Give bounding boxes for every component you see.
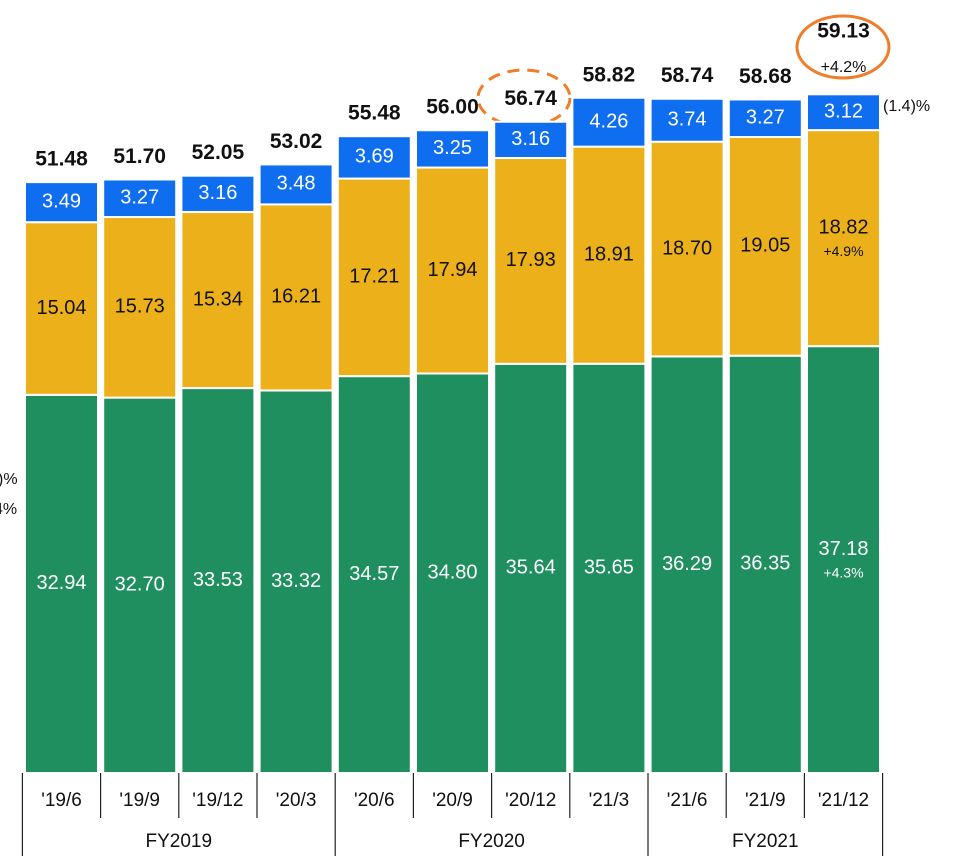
bar-segment <box>806 93 881 132</box>
total-label: 58.82 <box>583 63 636 86</box>
value-label: 36.29 <box>662 553 712 575</box>
value-label: 16.21 <box>271 286 321 308</box>
annotation: +4.2% <box>821 59 867 76</box>
value-label: 17.93 <box>506 249 556 271</box>
value-label: 34.80 <box>427 562 477 584</box>
value-label: 18.91 <box>584 243 634 265</box>
value-label: 15.34 <box>193 288 243 310</box>
highlight-circle-dashed <box>476 68 572 128</box>
x-tick-label: '20/12 <box>505 790 556 811</box>
group-label: FY2019 <box>146 831 213 852</box>
annotation: )% <box>0 471 18 488</box>
x-tick-label: '21/3 <box>589 790 630 811</box>
value-label: 18.70 <box>662 237 712 259</box>
value-label: 4.26 <box>589 110 628 132</box>
bar-segment <box>180 387 256 774</box>
bar-segment <box>258 203 334 392</box>
value-label: 15.04 <box>36 297 86 319</box>
value-label: 18.82 <box>818 216 868 238</box>
bar-segment <box>415 166 490 375</box>
bar-segment <box>806 129 881 348</box>
value-label: 3.16 <box>198 182 237 204</box>
bar-segment <box>24 221 99 396</box>
value-label: 32.70 <box>115 574 165 596</box>
bar-segment <box>727 136 803 357</box>
x-tick-label: '19/9 <box>119 790 160 811</box>
total-label: 51.48 <box>35 148 88 171</box>
bar-segment <box>649 140 725 358</box>
value-label: 3.25 <box>433 137 472 159</box>
bar-segment <box>180 210 256 390</box>
bar-segment <box>571 96 647 148</box>
bar-segment <box>571 362 647 774</box>
bar-segment <box>649 97 725 143</box>
bar-segment <box>24 181 99 224</box>
value-label: 37.18 <box>818 538 868 560</box>
bar-segment <box>571 145 647 365</box>
value-label: 33.32 <box>271 570 321 592</box>
x-tick-label: '21/12 <box>818 790 869 811</box>
bar-segment <box>493 157 569 365</box>
annotation: (1.4)% <box>883 98 930 115</box>
x-tick-label: '19/6 <box>41 790 82 811</box>
group-label: FY2021 <box>732 831 799 852</box>
x-tick-label: '21/9 <box>745 790 786 811</box>
bar-segment <box>493 120 569 160</box>
total-label: 56.74 <box>504 87 557 110</box>
bar-segment <box>806 345 881 774</box>
total-label: 51.70 <box>113 145 166 168</box>
group-label: FY2020 <box>458 831 525 852</box>
value-label: 3.69 <box>355 146 394 168</box>
bar-segment <box>258 163 334 206</box>
bar-segment <box>727 98 803 139</box>
bar-segment <box>415 372 490 774</box>
bar-segment <box>336 135 412 180</box>
total-label: 58.74 <box>661 64 714 87</box>
total-label: 53.02 <box>270 130 323 153</box>
total-label: 52.05 <box>192 141 245 164</box>
x-tick-label: '19/12 <box>192 790 243 811</box>
value-label: 34.57 <box>349 563 399 585</box>
value-label: 3.74 <box>668 109 707 131</box>
value-label: 17.94 <box>427 259 477 281</box>
value-label: 3.27 <box>120 187 159 209</box>
value-label: 15.73 <box>115 296 165 318</box>
value-label: 3.49 <box>42 190 81 212</box>
x-tick-label: '20/3 <box>276 790 317 811</box>
annotation: 4% <box>0 501 17 518</box>
total-label: 58.68 <box>739 65 792 88</box>
total-label: 59.13 <box>817 20 870 43</box>
value-label: 33.53 <box>193 569 243 591</box>
bar-segment <box>102 178 178 219</box>
value-label: 17.21 <box>349 266 399 288</box>
value-label: 36.35 <box>740 553 790 575</box>
value-label: 35.65 <box>584 557 634 579</box>
value-label: 3.16 <box>511 128 550 150</box>
highlight-circle <box>795 14 891 80</box>
bar-segment <box>102 396 178 774</box>
total-label: 55.48 <box>348 102 401 125</box>
bar-segment <box>415 129 490 169</box>
value-label: 3.48 <box>277 173 316 195</box>
x-tick-label: '21/6 <box>667 790 708 811</box>
bar-segment <box>336 375 412 774</box>
change-label: +4.9% <box>823 243 863 259</box>
x-tick-label: '20/9 <box>432 790 473 811</box>
total-label: 56.00 <box>426 96 479 119</box>
x-tick-label: '20/6 <box>354 790 395 811</box>
bar-segment <box>180 174 256 213</box>
value-label: 19.05 <box>740 235 790 257</box>
bar-segment <box>258 389 334 774</box>
value-label: 35.64 <box>506 557 556 579</box>
value-label: 32.94 <box>36 572 86 594</box>
bar-segment <box>24 393 99 774</box>
value-label: 3.12 <box>824 100 863 122</box>
value-label: 3.27 <box>746 107 785 129</box>
change-label: +4.3% <box>823 564 863 580</box>
bar-segment <box>336 177 412 378</box>
